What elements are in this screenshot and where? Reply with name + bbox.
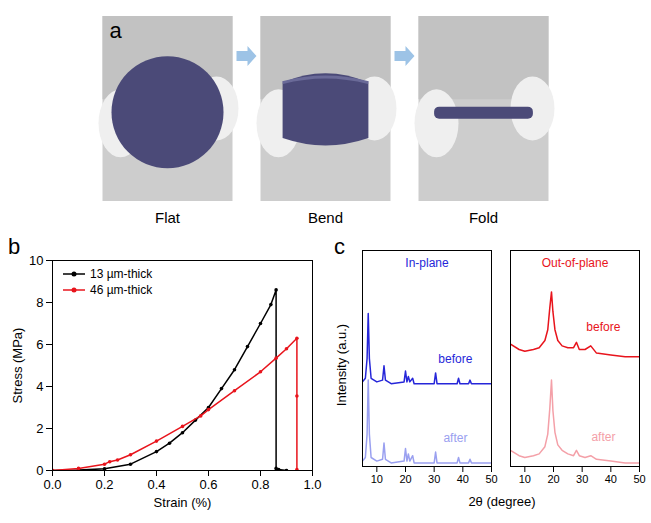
svg-text:8: 8 xyxy=(36,295,43,310)
html-text:c: c xyxy=(334,234,345,259)
svg-text:a: a xyxy=(110,18,123,43)
svg-text:0.6: 0.6 xyxy=(199,477,217,492)
html-text:b: b xyxy=(8,234,21,259)
svg-text:10: 10 xyxy=(29,253,43,268)
svg-text:before: before xyxy=(438,352,472,366)
svg-text:0.0: 0.0 xyxy=(43,477,61,492)
html-text:2θ (degree): 2θ (degree) xyxy=(468,494,536,509)
svg-text:Intensity (a.u.): Intensity (a.u.) xyxy=(334,324,349,406)
svg-text:Strain (%): Strain (%) xyxy=(154,495,212,510)
svg-text:In-plane: In-plane xyxy=(405,256,449,270)
svg-text:Stress (MPa): Stress (MPa) xyxy=(10,328,25,404)
svg-text:Bend: Bend xyxy=(308,209,343,226)
svg-text:1.0: 1.0 xyxy=(303,477,321,492)
svg-text:6: 6 xyxy=(36,337,43,352)
svg-text:10: 10 xyxy=(519,473,531,485)
svg-text:20: 20 xyxy=(399,473,411,485)
svg-text:50: 50 xyxy=(633,473,645,485)
svg-text:2: 2 xyxy=(36,421,43,436)
svg-text:Out-of-plane: Out-of-plane xyxy=(542,256,609,270)
svg-text:after: after xyxy=(443,431,467,445)
html-text:46 µm-thick: 46 µm-thick xyxy=(90,283,153,297)
svg-text:10: 10 xyxy=(371,473,383,485)
svg-text:after: after xyxy=(591,430,615,444)
svg-text:40: 40 xyxy=(605,473,617,485)
svg-text:0.2: 0.2 xyxy=(95,477,113,492)
svg-text:0.8: 0.8 xyxy=(251,477,269,492)
svg-text:40: 40 xyxy=(457,473,469,485)
svg-text:30: 30 xyxy=(428,473,440,485)
svg-text:50: 50 xyxy=(485,473,497,485)
svg-text:Flat: Flat xyxy=(155,209,181,226)
svg-text:30: 30 xyxy=(576,473,588,485)
svg-text:before: before xyxy=(586,320,620,334)
svg-text:Fold: Fold xyxy=(469,209,498,226)
svg-text:0: 0 xyxy=(36,463,43,478)
html-text:13 µm-thick: 13 µm-thick xyxy=(90,267,153,281)
svg-text:20: 20 xyxy=(547,473,559,485)
svg-text:0.4: 0.4 xyxy=(147,477,165,492)
svg-text:4: 4 xyxy=(36,379,43,394)
